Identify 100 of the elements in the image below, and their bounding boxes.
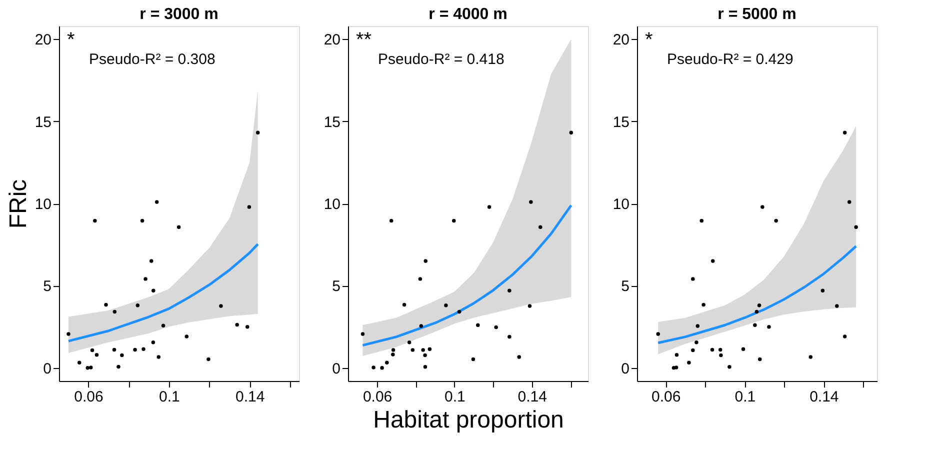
point [820,288,825,292]
y-tick-label: 5 [43,278,52,296]
point [457,310,462,314]
y-tick-label: 0 [332,360,340,378]
point [691,348,695,352]
point [94,353,99,357]
point [385,360,389,364]
y-tick-label: 20 [324,32,340,49]
point [529,200,533,204]
point [656,332,660,336]
x-tick-label: 0.06 [652,388,681,406]
point [206,357,210,362]
point [428,347,432,351]
point [835,304,839,308]
x-tick-label: 0.14 [810,388,839,406]
annotation: ** [356,29,372,51]
point [471,357,476,362]
point [176,225,181,230]
point [517,355,521,359]
point [754,310,759,314]
annotation: Pseudo-R² = 0.418 [378,51,504,68]
chart-title: r = 5000 m [718,6,796,23]
x-tick-label: 0.1 [444,388,466,406]
point [702,302,706,307]
point [66,332,70,336]
point [508,334,512,339]
point [842,130,847,135]
point [687,360,691,364]
y-tick-label: 20 [34,32,52,49]
point [88,366,93,370]
point [710,348,714,352]
point [528,304,532,308]
point [741,347,746,351]
point [112,348,116,352]
point [360,332,365,336]
y-tick-label: 0 [43,360,52,378]
y-tick-label: 15 [612,114,630,131]
point [728,365,732,369]
point [389,218,394,223]
point [423,353,427,358]
point [256,130,260,135]
point [719,353,723,358]
point [808,355,812,359]
point [674,366,678,370]
point [508,288,512,292]
y-tick-label: 15 [324,114,340,131]
point [246,325,250,329]
point [93,218,97,223]
y-tick-label: 10 [324,196,340,213]
point [150,259,154,263]
annotation: Pseudo-R² = 0.429 [667,51,794,68]
line-series [361,204,572,347]
point [710,259,715,263]
point [423,365,428,369]
point [184,334,189,338]
point [569,130,574,135]
y-tick-label: 10 [34,196,52,213]
point [854,225,858,230]
point [78,360,82,364]
point [391,348,396,352]
x-axis-title: Habitat proportion [373,406,564,434]
x-tick-label: 0.1 [158,388,180,406]
y-tick-label: 10 [612,196,630,213]
point [424,259,428,263]
y-tick-label: 0 [621,360,630,378]
point [696,324,700,328]
point [136,304,140,308]
point [235,322,239,327]
x-tick-label: 0.06 [362,388,392,406]
x-tick-label: 0.1 [734,388,756,406]
y-tick-label: 5 [621,278,630,296]
point [112,310,117,314]
annotation: Pseudo-R² = 0.308 [89,51,216,68]
point [219,304,223,308]
point [151,340,156,344]
point [133,348,137,352]
point [391,352,395,356]
y-tick-label: 15 [34,114,52,131]
point [760,205,764,209]
point [700,218,704,223]
point [774,218,778,223]
point [152,288,156,292]
point [476,323,480,327]
point [402,302,406,307]
point [380,366,384,370]
point [674,353,679,357]
point [410,348,415,352]
annotation: * [645,29,653,51]
point [86,366,90,370]
point [247,205,252,209]
point [494,325,498,330]
chart-title: r = 4000 m [428,6,508,23]
annotation: * [67,29,75,51]
line-series [656,244,858,344]
point [487,205,492,209]
point [144,277,148,281]
point [842,334,847,338]
point [691,277,695,281]
point [538,225,542,230]
x-tick-label: 0.14 [235,388,265,406]
